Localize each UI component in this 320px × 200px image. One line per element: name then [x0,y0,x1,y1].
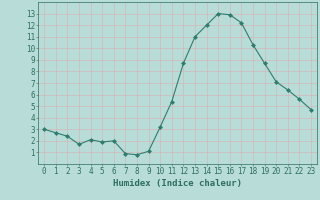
X-axis label: Humidex (Indice chaleur): Humidex (Indice chaleur) [113,179,242,188]
